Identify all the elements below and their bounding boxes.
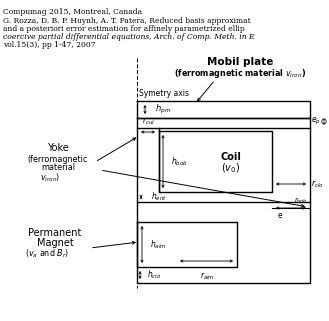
- Text: Coil: Coil: [220, 152, 241, 161]
- Text: Magnet: Magnet: [37, 238, 73, 248]
- Text: $\Phi$: $\Phi$: [320, 116, 327, 127]
- Text: $r_{aim}$: $r_{aim}$: [200, 270, 215, 282]
- Text: Symetry axis: Symetry axis: [139, 90, 189, 99]
- Text: vol.15(3), pp 1-47, 2007: vol.15(3), pp 1-47, 2007: [3, 41, 96, 49]
- Text: coercive partial differential equations, Arch. of Comp. Meth. in E: coercive partial differential equations,…: [3, 33, 255, 41]
- Text: $h_{pm}$: $h_{pm}$: [155, 103, 171, 116]
- Text: Compumag 2015, Montreal, Canada: Compumag 2015, Montreal, Canada: [3, 8, 142, 16]
- Text: $e_p$: $e_p$: [311, 116, 321, 127]
- Text: G. Rozza, D. B. P. Huynh, A. T. Patera, Reduced basis approximat: G. Rozza, D. B. P. Huynh, A. T. Patera, …: [3, 17, 251, 25]
- Text: (ferromagnetic: (ferromagnetic: [28, 154, 88, 163]
- Text: $r_{bob}$: $r_{bob}$: [294, 196, 308, 206]
- Text: $r_{clo}$: $r_{clo}$: [311, 178, 324, 190]
- Text: $h_{aim}$: $h_{aim}$: [150, 238, 166, 251]
- Text: Mobil plate: Mobil plate: [207, 57, 273, 67]
- Text: material: material: [41, 163, 75, 172]
- Text: Permanent: Permanent: [28, 228, 82, 238]
- Text: e: e: [278, 211, 282, 220]
- Text: $(v_0)$: $(v_0)$: [221, 162, 240, 175]
- Text: $h_{clo}$: $h_{clo}$: [147, 269, 161, 281]
- Text: $h_{bob}$: $h_{bob}$: [171, 155, 188, 168]
- Text: $r_{cul}$: $r_{cul}$: [141, 116, 154, 127]
- Text: $h_{ent}$: $h_{ent}$: [151, 191, 167, 203]
- Text: Yoke: Yoke: [47, 143, 69, 153]
- Text: and a posteriori error estimation for affinely parametrized ellip: and a posteriori error estimation for af…: [3, 25, 245, 33]
- Text: $v_{iron}$): $v_{iron}$): [40, 172, 60, 184]
- Text: (ferromagnetic material $v_{iron}$): (ferromagnetic material $v_{iron}$): [174, 66, 306, 80]
- Text: $(v_a$ and $B_r)$: $(v_a$ and $B_r)$: [25, 248, 69, 260]
